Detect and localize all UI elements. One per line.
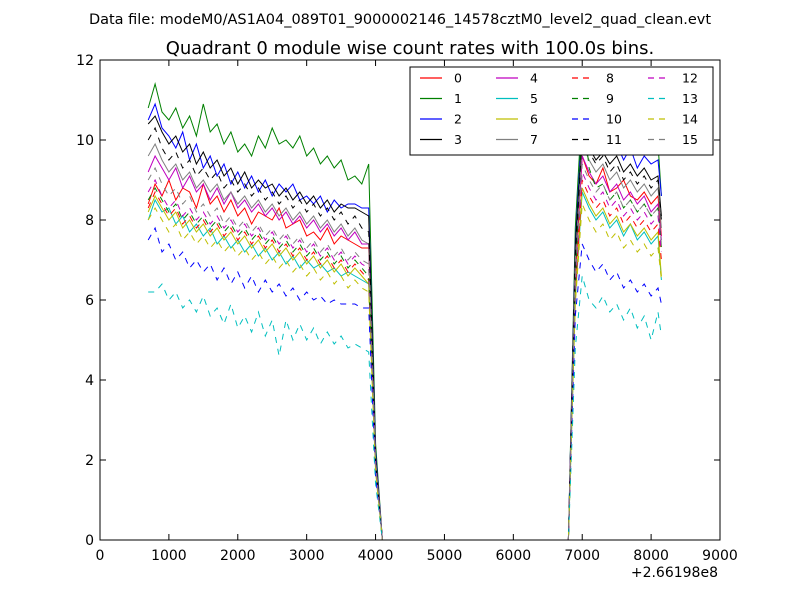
y-tick-label: 10 (76, 133, 94, 149)
series-line-10 (147, 226, 662, 541)
series-line-7 (147, 142, 662, 541)
x-tick-label: 5000 (427, 548, 463, 564)
legend-label-5: 5 (530, 91, 538, 106)
y-tick-label: 6 (85, 293, 94, 309)
legend-label-2: 2 (454, 112, 462, 127)
series-line-4 (147, 154, 662, 541)
chart-title: Quadrant 0 module wise count rates with … (166, 38, 655, 59)
legend-label-14: 14 (682, 112, 698, 127)
legend-label-7: 7 (530, 132, 538, 147)
chart-suptitle: Data file: modeM0/AS1A04_089T01_90000021… (89, 12, 711, 28)
y-tick-label: 0 (85, 533, 94, 549)
series-line-6 (147, 187, 662, 541)
legend-label-3: 3 (454, 132, 462, 147)
series-line-13 (148, 275, 662, 541)
y-tick-label: 8 (85, 213, 94, 229)
legend-label-11: 11 (606, 132, 622, 147)
x-tick-label: 2000 (220, 548, 256, 564)
legend-label-4: 4 (530, 71, 538, 86)
series-line-11 (147, 126, 662, 541)
x-tick-label: 7000 (564, 548, 600, 564)
legend-box (409, 66, 714, 156)
axes: 0 1000 2000 3000 4000 5000 6000 7000 8000 9000 0 2 4… (76, 53, 738, 564)
x-offset-label: +2.66198e8 (631, 565, 718, 581)
legend-label-6: 6 (530, 112, 538, 127)
legend-label-13: 13 (682, 91, 698, 106)
legend-label-0: 0 (454, 71, 462, 86)
y-tick-label: 2 (85, 453, 94, 469)
series-line-8 (147, 179, 662, 541)
legend-label-10: 10 (606, 112, 622, 127)
series-line-0 (147, 155, 662, 541)
legend-label-9: 9 (606, 91, 614, 106)
legend-label-12: 12 (682, 71, 698, 86)
x-tick-label: 1000 (151, 548, 187, 564)
y-tick-label: 12 (76, 53, 94, 69)
x-tick-label: 0 (96, 548, 105, 564)
series-line-9 (147, 103, 662, 541)
series-line-12 (147, 171, 662, 541)
x-tick-label: 6000 (496, 548, 532, 564)
legend-label-15: 15 (682, 132, 698, 147)
legend-label-1: 1 (454, 91, 462, 106)
series-line-5 (147, 191, 662, 541)
series-line-3 (147, 115, 662, 541)
x-tick-label: 4000 (358, 548, 394, 564)
y-tick-label: 4 (85, 373, 94, 389)
series-line-15 (147, 163, 662, 541)
plot-frame (99, 59, 721, 541)
x-tick-label: 8000 (633, 548, 669, 564)
x-tick-label: 3000 (289, 548, 325, 564)
legend-label-8: 8 (606, 71, 614, 86)
series-line-14 (147, 203, 662, 541)
x-tick-label: 9000 (702, 548, 738, 564)
